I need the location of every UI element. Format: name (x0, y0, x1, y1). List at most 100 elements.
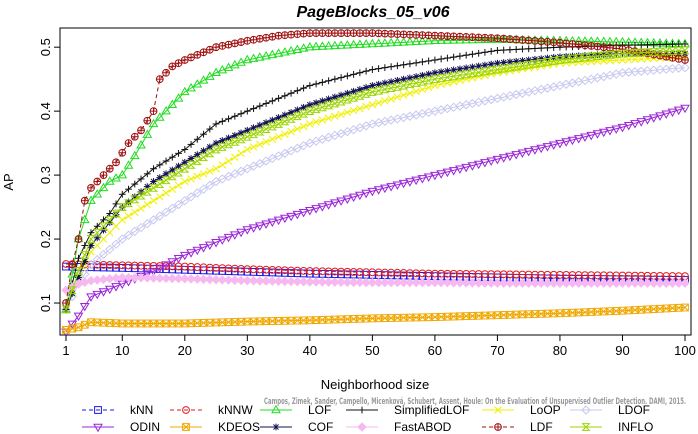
data-point (398, 37, 409, 46)
data-point (162, 68, 170, 77)
data-point (593, 42, 602, 51)
legend-marker (358, 406, 366, 414)
data-point (375, 80, 383, 88)
data-point (680, 104, 690, 114)
data-point (287, 89, 295, 97)
data-point (555, 278, 565, 288)
data-point (331, 112, 339, 121)
legend-item-knn: kNN (82, 403, 153, 417)
data-point (311, 205, 321, 214)
data-point (130, 132, 139, 141)
series-line (65, 107, 686, 333)
data-point (392, 181, 403, 190)
x-tick-label: 10 (115, 343, 129, 358)
data-point (174, 319, 183, 328)
data-point (148, 267, 159, 277)
data-point (149, 319, 158, 328)
data-point (293, 125, 302, 133)
data-point (67, 291, 77, 302)
data-point (143, 261, 152, 270)
data-point (474, 68, 484, 77)
data-point (92, 189, 103, 198)
data-point (186, 160, 196, 169)
data-point (243, 36, 252, 45)
data-point (361, 277, 371, 288)
data-point (450, 66, 458, 74)
data-point (587, 308, 596, 316)
data-point (280, 31, 289, 40)
data-point (212, 120, 220, 128)
data-point (192, 188, 203, 198)
data-point (386, 37, 396, 47)
data-point (561, 55, 571, 64)
data-point (305, 316, 314, 325)
data-point (523, 147, 534, 157)
data-point (286, 276, 296, 287)
data-point (380, 268, 389, 277)
legend-label: LoOP (530, 403, 561, 417)
data-point (668, 53, 677, 62)
data-point (267, 122, 277, 131)
data-point (500, 46, 508, 54)
data-point (436, 35, 447, 44)
data-point (637, 41, 645, 49)
data-point (118, 190, 126, 198)
data-point (143, 170, 151, 178)
data-point (300, 84, 307, 92)
data-point (224, 264, 233, 273)
data-point (167, 273, 178, 284)
data-point (230, 318, 239, 326)
data-point (287, 266, 295, 275)
data-point (130, 272, 140, 283)
data-point (186, 274, 196, 284)
data-point (262, 138, 270, 146)
data-point (506, 310, 514, 319)
data-point (281, 130, 289, 138)
data-point (86, 293, 96, 302)
data-point (256, 102, 264, 110)
data-point (181, 158, 189, 166)
data-point (331, 75, 339, 83)
data-point (211, 67, 221, 76)
data-point (600, 51, 608, 58)
data-point (281, 92, 289, 100)
data-point (643, 305, 652, 314)
data-point (674, 303, 683, 312)
data-point (143, 200, 152, 209)
data-point (592, 278, 603, 288)
data-point (181, 146, 189, 153)
data-point (574, 308, 583, 317)
data-point (187, 266, 195, 274)
data-point (324, 267, 333, 276)
data-point (649, 278, 659, 288)
data-point (431, 56, 439, 64)
data-point (599, 43, 608, 52)
data-point (125, 185, 132, 193)
data-point (411, 36, 422, 45)
data-point (467, 69, 478, 78)
data-point (199, 170, 208, 178)
data-point (430, 35, 440, 45)
data-point (412, 73, 420, 81)
data-point (381, 97, 389, 105)
y-tick-label: 0.1 (38, 294, 53, 312)
data-point (262, 265, 270, 274)
data-point (512, 46, 520, 53)
data-point (250, 105, 257, 112)
data-point (367, 187, 378, 197)
data-point (473, 34, 484, 44)
data-point (412, 87, 420, 96)
data-point (106, 228, 114, 237)
data-point (249, 35, 258, 44)
data-point (586, 278, 596, 288)
data-point (467, 162, 478, 171)
series-line (65, 49, 686, 310)
data-point (542, 278, 553, 288)
data-point (624, 49, 634, 58)
data-point (168, 166, 176, 174)
data-point (99, 318, 108, 327)
data-point (349, 106, 358, 115)
data-point (642, 278, 653, 288)
data-point (337, 91, 345, 99)
